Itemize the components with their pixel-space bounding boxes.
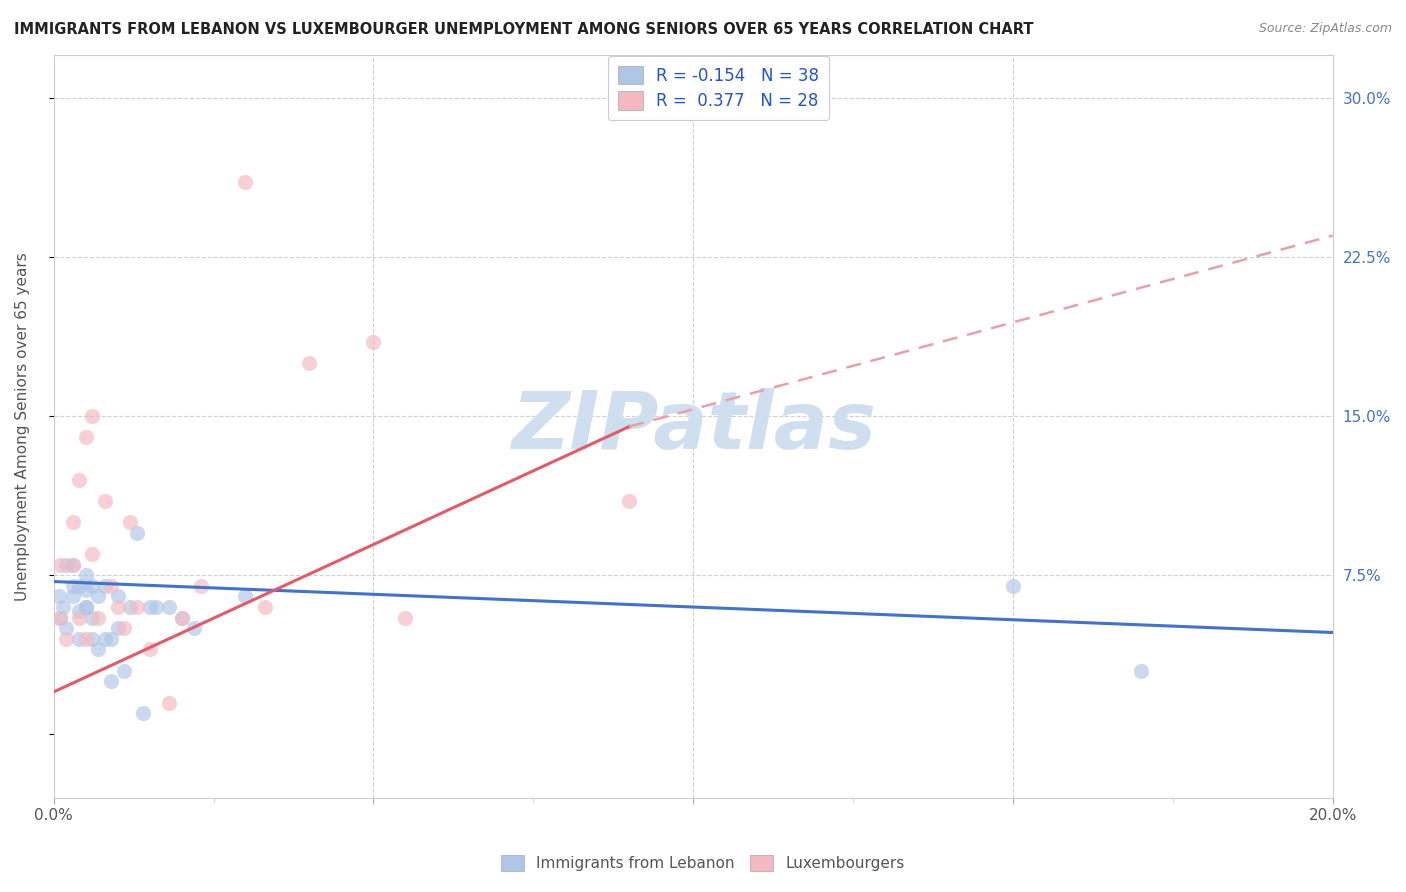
Point (94, 632, 117, 646)
Point (157, 696, 180, 710)
Point (55, 558, 77, 572)
Point (48, 590, 70, 604)
Point (62, 590, 84, 604)
Point (125, 600, 148, 615)
Point (67, 610, 90, 624)
Point (112, 664, 135, 678)
Point (298, 356, 321, 370)
Point (80, 632, 103, 646)
Point (100, 579, 122, 593)
Point (67, 632, 90, 646)
Point (107, 600, 129, 615)
Point (75, 568, 97, 582)
Point (145, 600, 167, 615)
Legend: R = -0.154   N = 38, R =  0.377   N = 28: R = -0.154 N = 38, R = 0.377 N = 28 (609, 56, 830, 120)
Point (94, 494, 117, 508)
Text: IMMIGRANTS FROM LEBANON VS LUXEMBOURGER UNEMPLOYMENT AMONG SENIORS OVER 65 YEARS: IMMIGRANTS FROM LEBANON VS LUXEMBOURGER … (14, 22, 1033, 37)
Point (138, 600, 160, 615)
Text: ZIPatlas: ZIPatlas (510, 388, 876, 466)
Point (80, 409, 103, 423)
Point (235, 176, 257, 190)
Point (112, 621, 135, 635)
Point (49, 610, 72, 624)
Point (80, 547, 103, 561)
Point (183, 621, 205, 635)
Point (138, 642, 160, 657)
Point (1001, 579, 1024, 593)
Point (55, 632, 77, 646)
Point (157, 600, 180, 615)
Point (75, 632, 97, 646)
Point (125, 525, 148, 540)
Point (120, 515, 142, 529)
Point (75, 600, 97, 615)
Point (80, 579, 103, 593)
Legend: Immigrants from Lebanon, Luxembourgers: Immigrants from Lebanon, Luxembourgers (495, 849, 911, 877)
Point (62, 515, 84, 529)
Point (62, 558, 84, 572)
Point (107, 590, 129, 604)
Point (62, 579, 84, 593)
Point (67, 604, 90, 618)
Point (94, 579, 117, 593)
Point (80, 610, 103, 624)
Point (67, 473, 90, 487)
Point (49, 610, 72, 624)
Point (62, 558, 84, 572)
Point (170, 610, 193, 624)
Point (87, 642, 110, 657)
Point (363, 334, 385, 349)
Point (132, 706, 155, 721)
Point (253, 600, 276, 615)
Y-axis label: Unemployment Among Seniors over 65 years: Unemployment Among Seniors over 65 years (15, 252, 30, 601)
Point (120, 600, 142, 615)
Point (107, 621, 129, 635)
Point (619, 494, 641, 508)
Point (75, 430, 97, 444)
Point (394, 610, 416, 624)
Point (100, 674, 122, 689)
Point (55, 621, 77, 635)
Point (52, 600, 75, 615)
Point (87, 610, 110, 624)
Point (190, 579, 212, 593)
Point (1129, 664, 1152, 678)
Point (75, 582, 97, 597)
Point (67, 579, 90, 593)
Point (170, 610, 193, 624)
Point (100, 632, 122, 646)
Point (75, 600, 97, 615)
Point (87, 590, 110, 604)
Point (49, 558, 72, 572)
Point (235, 590, 257, 604)
Text: Source: ZipAtlas.com: Source: ZipAtlas.com (1258, 22, 1392, 36)
